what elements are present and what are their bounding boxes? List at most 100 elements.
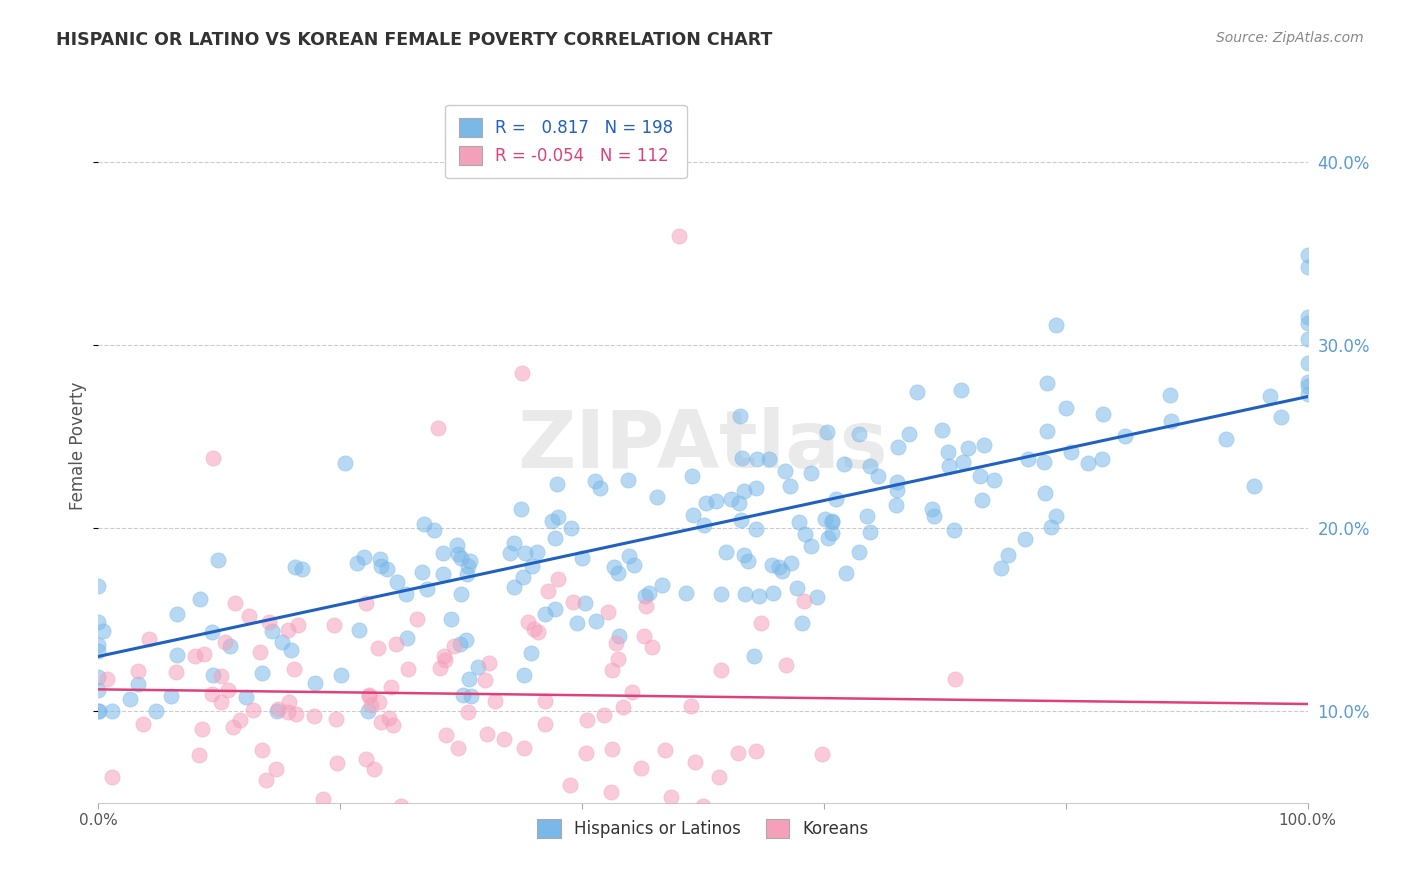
Point: [710, 587, 733, 601]
Point: [731, 450, 754, 465]
Point: [1035, 424, 1057, 438]
Point: [598, 605, 620, 619]
Point: [654, 743, 676, 757]
Legend: Hispanics or Latinos, Koreans: Hispanics or Latinos, Koreans: [530, 812, 876, 845]
Point: [969, 468, 991, 483]
Point: [950, 383, 973, 397]
Point: [411, 565, 433, 579]
Point: [779, 478, 801, 492]
Point: [434, 653, 457, 667]
Point: [704, 493, 727, 508]
Point: [744, 522, 766, 536]
Point: [229, 714, 252, 728]
Point: [790, 616, 813, 631]
Point: [544, 602, 567, 616]
Point: [87, 670, 110, 684]
Point: [385, 575, 408, 590]
Point: [412, 516, 434, 531]
Point: [209, 695, 232, 709]
Point: [517, 615, 540, 629]
Point: [1296, 310, 1319, 324]
Point: [742, 648, 765, 663]
Point: [886, 475, 908, 490]
Point: [634, 590, 657, 604]
Point: [457, 559, 479, 574]
Y-axis label: Female Poverty: Female Poverty: [69, 382, 87, 510]
Point: [897, 426, 920, 441]
Point: [460, 689, 482, 703]
Point: [668, 228, 690, 243]
Point: [367, 640, 389, 655]
Point: [820, 515, 842, 529]
Point: [571, 551, 593, 566]
Point: [449, 637, 471, 651]
Point: [527, 625, 550, 640]
Point: [395, 587, 418, 601]
Point: [821, 525, 844, 540]
Point: [287, 617, 309, 632]
Point: [692, 799, 714, 814]
Point: [886, 483, 908, 497]
Point: [537, 583, 560, 598]
Point: [87, 638, 110, 652]
Point: [416, 582, 439, 596]
Point: [380, 680, 402, 694]
Point: [905, 385, 928, 400]
Point: [997, 548, 1019, 562]
Point: [120, 692, 142, 706]
Point: [562, 595, 585, 609]
Point: [264, 762, 287, 776]
Point: [96, 672, 118, 686]
Point: [440, 612, 463, 626]
Point: [515, 546, 537, 560]
Point: [645, 491, 668, 505]
Point: [1017, 452, 1039, 467]
Point: [238, 609, 260, 624]
Point: [432, 545, 454, 559]
Point: [682, 508, 704, 522]
Point: [266, 704, 288, 718]
Point: [184, 649, 207, 664]
Point: [451, 688, 474, 702]
Point: [499, 546, 522, 560]
Point: [87, 643, 110, 657]
Point: [447, 741, 470, 756]
Point: [214, 635, 236, 649]
Point: [727, 496, 749, 510]
Point: [231, 805, 253, 819]
Point: [201, 687, 224, 701]
Point: [209, 668, 232, 682]
Point: [478, 656, 501, 670]
Point: [922, 509, 945, 524]
Point: [921, 501, 943, 516]
Point: [291, 562, 314, 576]
Point: [1258, 389, 1281, 403]
Point: [728, 409, 751, 423]
Point: [235, 690, 257, 705]
Point: [1296, 248, 1319, 262]
Point: [512, 570, 534, 584]
Point: [1014, 532, 1036, 546]
Point: [970, 493, 993, 508]
Point: [474, 673, 496, 688]
Point: [1296, 378, 1319, 392]
Point: [278, 695, 301, 709]
Point: [683, 755, 706, 769]
Point: [254, 773, 277, 788]
Point: [101, 770, 124, 784]
Point: [329, 668, 352, 682]
Point: [457, 705, 479, 719]
Point: [202, 450, 225, 465]
Point: [633, 629, 655, 643]
Point: [617, 549, 640, 563]
Point: [353, 550, 375, 565]
Point: [503, 536, 526, 550]
Point: [1114, 429, 1136, 443]
Point: [768, 560, 790, 574]
Point: [607, 629, 630, 643]
Point: [429, 661, 451, 675]
Point: [87, 578, 110, 592]
Point: [848, 426, 870, 441]
Point: [620, 685, 643, 699]
Point: [814, 512, 837, 526]
